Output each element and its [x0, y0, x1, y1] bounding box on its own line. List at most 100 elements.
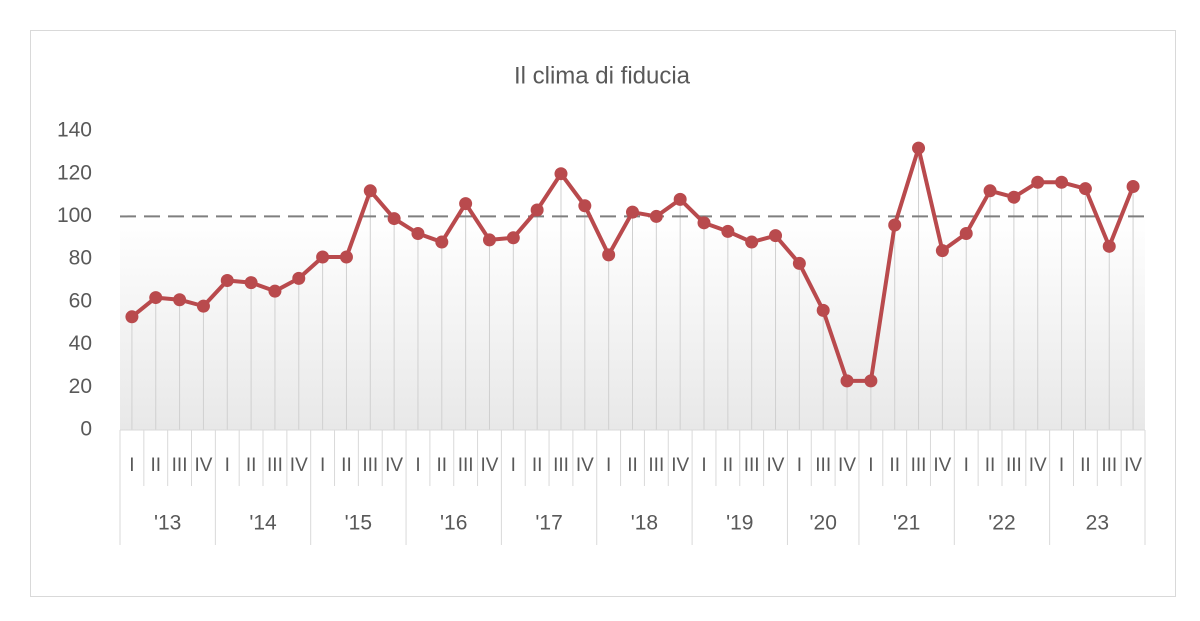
y-tick-label: 140 [57, 119, 92, 142]
group-label: '22 [988, 512, 1015, 535]
point [769, 229, 783, 243]
point [1055, 175, 1069, 189]
x-tick-label: I [964, 455, 969, 476]
point [506, 231, 520, 245]
x-tick-label: I [797, 455, 802, 476]
point [602, 248, 616, 262]
group-label: '19 [726, 512, 753, 535]
x-tick-label: I [320, 455, 325, 476]
x-tick-label: IV [481, 455, 499, 476]
x-tick-label: II [627, 455, 638, 476]
point [649, 209, 663, 223]
y-tick-label: 80 [69, 247, 92, 270]
y-tick-label: 120 [57, 161, 92, 184]
x-tick-label: IV [576, 455, 594, 476]
group-label: 23 [1086, 512, 1109, 535]
point [1031, 175, 1045, 189]
x-tick-label: II [437, 455, 448, 476]
x-tick-label: II [341, 455, 352, 476]
x-tick-label: IV [671, 455, 689, 476]
point [125, 310, 139, 324]
point [387, 212, 401, 226]
point [792, 256, 806, 270]
point [578, 199, 592, 213]
x-tick-label: I [1059, 455, 1064, 476]
point [912, 141, 926, 155]
group-label: '18 [631, 512, 658, 535]
point [244, 276, 258, 290]
x-tick-label: I [415, 455, 420, 476]
point [983, 184, 997, 198]
point [339, 250, 353, 264]
x-tick-label: IV [290, 455, 308, 476]
x-tick-label: III [815, 455, 831, 476]
point [173, 293, 187, 307]
x-tick-label: IV [933, 455, 951, 476]
x-tick-label: III [267, 455, 283, 476]
x-tick-label: III [362, 455, 378, 476]
point [149, 291, 163, 305]
point [459, 197, 473, 211]
x-tick-label: IV [194, 455, 212, 476]
point [626, 205, 639, 219]
y-tick-label: 100 [57, 204, 92, 227]
point [721, 224, 735, 238]
point [363, 184, 377, 198]
x-tick-label: IV [838, 455, 856, 476]
point [864, 374, 878, 388]
x-tick-label: II [150, 455, 161, 476]
x-tick-label: III [744, 455, 760, 476]
x-tick-label: III [1006, 455, 1022, 476]
point [220, 274, 234, 287]
x-tick-label: II [985, 455, 996, 476]
group-label: '16 [440, 512, 467, 535]
y-tick-label: 40 [69, 332, 92, 355]
group-label: '21 [893, 512, 920, 535]
x-tick-label: I [701, 455, 706, 476]
y-tick-label: 60 [69, 289, 92, 312]
x-tick-label: I [225, 455, 230, 476]
group-label: '13 [154, 512, 181, 535]
x-tick-label: I [129, 455, 134, 476]
group-label: '17 [535, 512, 562, 535]
x-tick-label: II [532, 455, 543, 476]
x-tick-label: IV [385, 455, 403, 476]
x-tick-label: III [648, 455, 664, 476]
x-tick-label: III [172, 455, 188, 476]
point [1007, 190, 1021, 204]
point [1102, 239, 1116, 253]
x-tick-label: IV [767, 455, 785, 476]
point [482, 233, 496, 247]
point [888, 218, 902, 232]
y-tick-label: 0 [80, 418, 92, 441]
x-tick-label: II [1080, 455, 1091, 476]
x-tick-label: III [553, 455, 569, 476]
group-label: '14 [249, 512, 277, 535]
point [292, 271, 306, 285]
point [1126, 180, 1140, 194]
point [554, 167, 568, 181]
point [1078, 182, 1092, 196]
x-tick-label: I [868, 455, 873, 476]
x-tick-label: I [606, 455, 611, 476]
plot-background [120, 148, 1145, 430]
point [435, 235, 449, 249]
x-tick-label: II [889, 455, 900, 476]
y-tick-label: 20 [69, 375, 92, 398]
point [673, 192, 687, 206]
point [840, 374, 854, 388]
point [530, 203, 544, 217]
x-tick-label: III [911, 455, 927, 476]
x-tick-label: III [1101, 455, 1117, 476]
point [745, 235, 759, 249]
point [411, 227, 425, 241]
x-tick-label: I [511, 455, 516, 476]
point [935, 244, 949, 258]
point [697, 216, 711, 230]
x-tick-label: IV [1124, 455, 1142, 476]
chart-title: Il clima di fiducia [514, 62, 691, 89]
x-tick-label: II [246, 455, 257, 476]
x-tick-label: IV [1029, 455, 1047, 476]
group-label: '20 [810, 512, 837, 535]
